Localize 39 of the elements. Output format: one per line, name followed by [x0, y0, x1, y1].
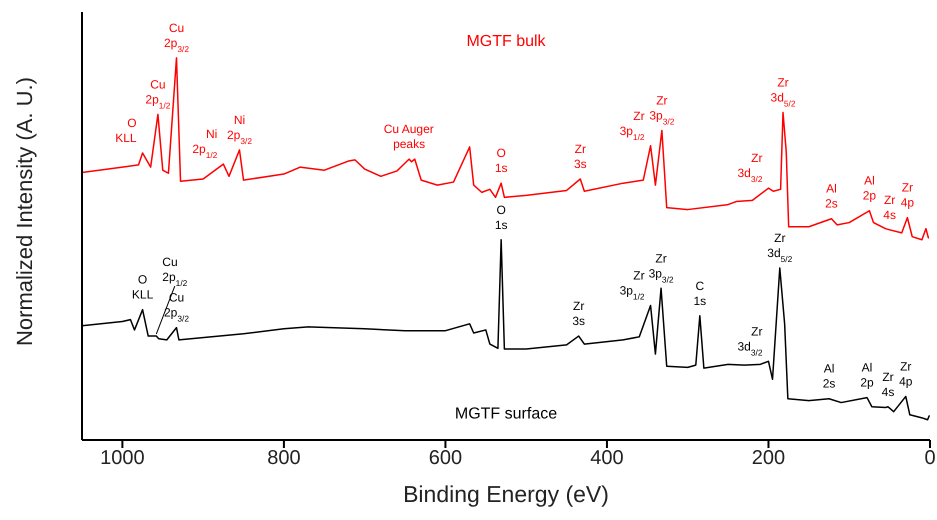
annotation: Zr 4p [899, 359, 913, 388]
annotation: Zr 3p$_{1/2}$ [620, 108, 645, 142]
annotation: Zr 3d$_{5/2}$ [770, 76, 796, 109]
x-tick-label: 200 [752, 447, 786, 470]
annotation: Zr 3d$_{3/2}$ [737, 151, 763, 184]
annotation: C 1s [693, 278, 706, 308]
annotation: Zr 3d$_{5/2}$ [767, 231, 793, 264]
annotation: Cu 2p$_{1/2}$ [145, 77, 171, 110]
annotation: O 1s [494, 146, 508, 176]
annotation: O KLL [115, 116, 137, 146]
annotation: Ni 2p$_{3/2}$ [226, 112, 252, 146]
annotation: Al 2s [822, 362, 836, 391]
annotation: Zr 4s [882, 370, 894, 399]
annotation: Zr 4p [900, 180, 914, 210]
annotation: Zr 3s [574, 142, 587, 171]
annotation: Ni 2p$_{1/2}$ [192, 127, 218, 160]
annotation: Cu 2p$_{1/2}$ [162, 255, 188, 288]
x-tick-label: 400 [590, 447, 624, 470]
annotation: Zr 3d$_{3/2}$ [737, 324, 763, 358]
annotation: Zr 3p$_{3/2}$ [649, 93, 675, 126]
x-tick-label: 0 [924, 447, 936, 470]
x-tick-label: 1000 [100, 447, 145, 470]
text: MGTF surface [454, 406, 558, 423]
annotation: Al 2s [825, 182, 838, 211]
annotation: Al 2p [862, 174, 876, 203]
annotation: Al 2p [860, 360, 874, 390]
annotation: O KLL [132, 272, 154, 302]
annotation: Cu 2p$_{3/2}$ [164, 20, 190, 54]
annotation: Zr 3p$_{1/2}$ [620, 268, 645, 302]
annotation: Cu Auger peaks [384, 122, 434, 152]
annotation: Zr 3s [572, 299, 586, 328]
x-tick-label: 600 [428, 447, 462, 470]
text: MGTF bulk [466, 33, 547, 50]
x-axis-title: Binding Energy (eV) [403, 481, 609, 507]
x-tick-label: 800 [267, 447, 301, 470]
annotation: Zr 4s [883, 192, 896, 222]
y-axis-title: Normalized Intensity (A. U.) [12, 77, 37, 346]
annotation: O 1s [494, 202, 508, 232]
annotation: Zr 3p$_{3/2}$ [648, 251, 674, 284]
